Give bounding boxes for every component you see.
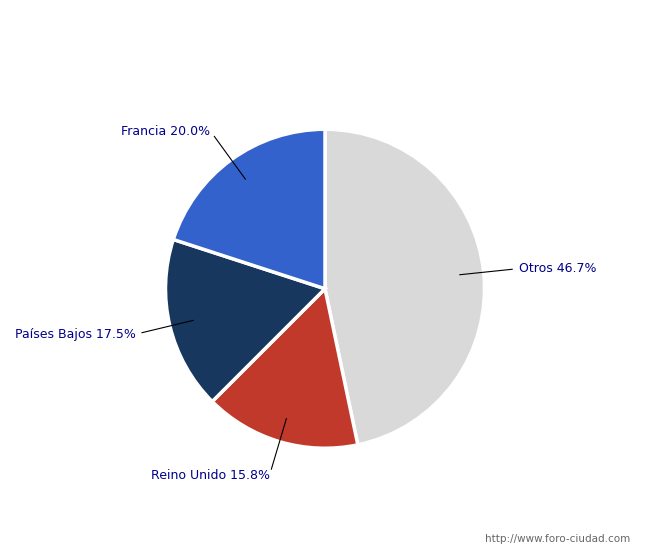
Wedge shape: [212, 289, 358, 448]
Wedge shape: [325, 129, 484, 445]
Text: Reino Unido 15.8%: Reino Unido 15.8%: [151, 469, 270, 482]
Text: Biar - Turistas extranjeros según país - Abril de 2024: Biar - Turistas extranjeros según país -…: [78, 15, 572, 34]
Wedge shape: [174, 129, 325, 289]
Text: Francia 20.0%: Francia 20.0%: [122, 125, 211, 138]
Text: Países Bajos 17.5%: Países Bajos 17.5%: [15, 328, 136, 340]
Text: http://www.foro-ciudad.com: http://www.foro-ciudad.com: [486, 535, 630, 544]
Wedge shape: [166, 239, 325, 402]
Text: Otros 46.7%: Otros 46.7%: [519, 262, 596, 275]
